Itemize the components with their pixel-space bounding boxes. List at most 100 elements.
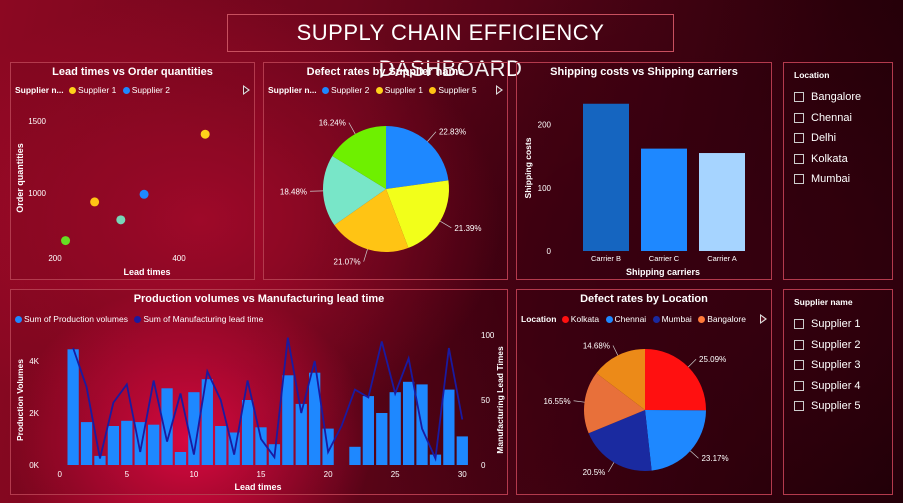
legend-item-label: Supplier 5 [438,85,477,95]
series-line [72,337,464,462]
pie-data-label: 14.68% [583,342,610,351]
legend-item-supplier-2[interactable]: Supplier 2 [322,85,369,95]
checkbox-icon[interactable] [794,174,804,185]
pie-data-label: 22.83% [439,128,466,137]
bar [349,446,361,465]
slicer-title: Location [794,70,830,80]
dashboard-title: SUPPLY CHAIN EFFICIENCY DASHBOARD [227,14,674,81]
slicer-option-mumbai[interactable]: Mumbai [794,169,861,190]
bar [215,426,227,465]
pie-slice [645,410,706,471]
y-axis-title: Order quantities [15,143,25,213]
y-tick-label: 100 [538,184,552,193]
chart-legend: Location Kolkata Chennai Mumbai Bangalor… [521,314,757,324]
x-tick-label: 0 [57,470,62,479]
slicer-option-supplier-5[interactable]: Supplier 5 [794,396,861,417]
bar [80,422,93,465]
legend-item-label: Sum of Production volumes [24,314,128,324]
x-axis-title: Lead times [234,482,281,492]
scatter-point [200,129,210,139]
checkbox-icon[interactable] [794,92,804,103]
bar [309,372,321,465]
checkbox-icon[interactable] [794,133,804,144]
scatter-chart-panel: Lead times vs Order quantities Supplier … [10,62,255,280]
bar [443,389,455,465]
legend-next-icon[interactable] [760,314,767,324]
legend-dot-icon [429,87,437,94]
slicer-option-supplier-4[interactable]: Supplier 4 [794,376,861,397]
legend-dot-icon [698,316,706,323]
bar [188,392,200,465]
slicer-option-label: Supplier 2 [811,338,861,351]
legend-next-icon[interactable] [243,85,250,95]
slicer-option-delhi[interactable]: Delhi [794,128,861,149]
bar [107,426,120,465]
x-tick-label: 10 [189,470,198,479]
legend-item-label: Supplier 2 [131,85,170,95]
slicer-option-label: Mumbai [811,173,851,186]
legend-item-supplier-1[interactable]: Supplier 1 [375,85,423,95]
checkbox-icon[interactable] [794,153,804,164]
scatter-plot: 1500 1000 200 400 Lead times Order quant… [15,117,210,277]
checkbox-icon[interactable] [794,360,804,371]
x-tick-label: Carrier B [591,254,621,263]
legend-item-chennai[interactable]: Chennai [605,314,646,324]
checkbox-icon[interactable] [794,319,804,330]
checkbox-icon[interactable] [794,339,804,350]
legend-item-label: Mumbai [661,314,692,324]
slicer-option-supplier-2[interactable]: Supplier 2 [794,335,861,356]
checkbox-icon[interactable] [794,112,804,123]
bar [134,422,146,465]
checkbox-icon[interactable] [794,401,804,412]
y2-tick-label: 0 [481,461,486,470]
pie-slice [323,156,386,226]
bar [641,148,687,251]
y-tick-label: 200 [538,121,552,130]
chart-legend: Supplier n... Supplier 2 Supplier 1 Supp… [268,85,493,95]
bar [228,432,240,465]
slicer-option-chennai[interactable]: Chennai [794,108,861,129]
pie-leader-line [440,220,452,229]
slicer-option-label: Supplier 3 [811,359,861,372]
x-tick-label: Carrier A [707,254,737,263]
checkbox-icon[interactable] [794,380,804,391]
y-tick-label: 4K [29,357,39,366]
slicer-option-bangalore[interactable]: Bangalore [794,87,861,108]
chart-legend: Supplier n... Supplier 1 Supplier 2 [15,85,240,95]
legend-item-manufacturing-lead-time[interactable]: Sum of Manufacturing lead time [134,314,263,324]
pie-data-label: 21.07% [334,258,361,267]
bar [699,153,745,251]
legend-item-bangalore[interactable]: Bangalore [698,314,746,324]
slicer-option-supplier-1[interactable]: Supplier 1 [794,314,861,335]
production-combo-panel: Production volumes vs Manufacturing lead… [10,289,508,495]
legend-item-label: Supplier 1 [78,85,117,95]
legend-item-mumbai[interactable]: Mumbai [652,314,692,324]
y2-axis-title: Manufacturing Lead Times [495,346,505,454]
legend-item-supplier-2[interactable]: Supplier 2 [122,85,170,95]
y-tick-label: 1000 [28,189,46,198]
bar [456,436,468,465]
bar [161,388,173,465]
x-tick-label: 200 [48,254,62,263]
legend-item-label: Supplier 2 [331,85,370,95]
legend-item-supplier-1[interactable]: Supplier 1 [69,85,116,95]
legend-item-kolkata[interactable]: Kolkata [561,314,599,324]
legend-dot-icon [375,87,383,94]
pie-slice [596,349,645,410]
legend-next-icon[interactable] [496,85,503,95]
bar [362,396,374,465]
chart-title: Production volumes vs Manufacturing lead… [133,293,385,305]
legend-item-supplier-5[interactable]: Supplier 5 [429,85,477,95]
y-axis-title: Shipping costs [523,137,533,198]
y2-tick-label: 50 [481,396,490,405]
shipping-cost-panel: Shipping costs vs Shipping carriers Ship… [516,62,772,280]
slicer-title: Supplier name [794,297,853,307]
slicer-option-supplier-3[interactable]: Supplier 3 [794,355,861,376]
legend-item-production-volumes[interactable]: Sum of Production volumes [15,314,128,324]
legend-item-label: Sum of Manufacturing lead time [143,314,264,324]
x-tick-label: 15 [257,470,266,479]
pie-slice [584,373,645,434]
bar [282,375,294,465]
slicer-option-kolkata[interactable]: Kolkata [794,149,861,170]
legend-title: Location [521,314,557,324]
